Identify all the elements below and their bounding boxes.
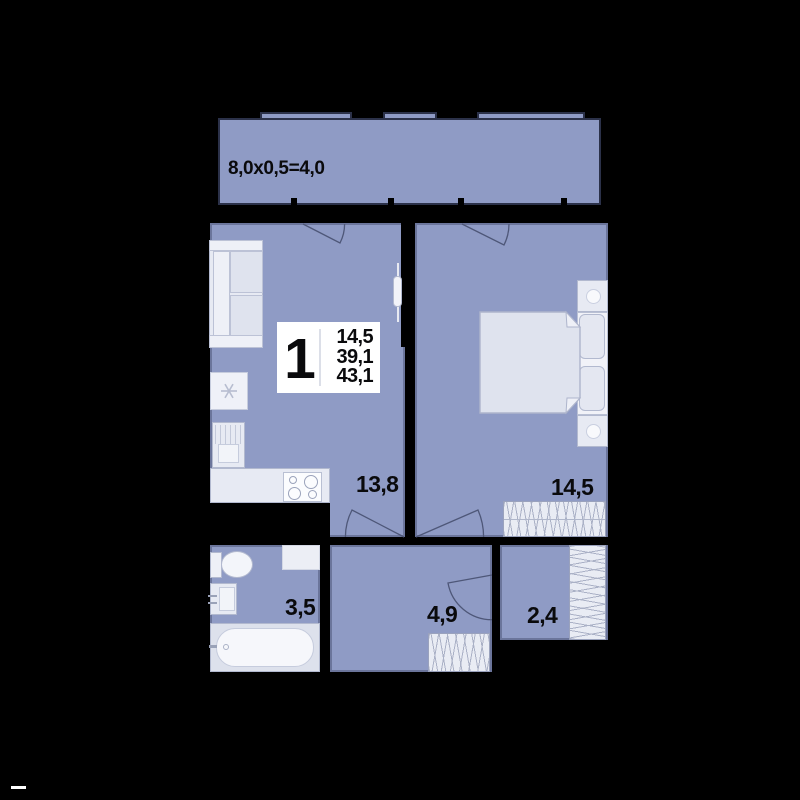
area-label-bedroom: 14,5: [551, 474, 594, 500]
sofa-cushion: [230, 251, 263, 293]
burner: [308, 490, 317, 499]
burner: [288, 487, 301, 500]
burner: [289, 476, 297, 484]
wardrobe-bedroom: [503, 501, 606, 537]
info-divider: [319, 329, 321, 386]
sofa-armrest: [209, 335, 263, 348]
burner: [304, 475, 318, 489]
sink-basin: [219, 587, 235, 611]
balcony-dimension-label: 8,0x0,5=4,0: [228, 158, 325, 179]
nightstand: [577, 415, 608, 447]
stove: [283, 472, 322, 502]
total-area-value: 43,1: [336, 365, 373, 387]
sofa-cushion: [230, 295, 263, 336]
room-count: 1: [284, 327, 316, 391]
radiator: [393, 276, 402, 307]
glazing-notch: [388, 198, 394, 205]
lamp: [586, 289, 601, 304]
living-area-value: 14,5: [336, 326, 373, 348]
area-label-living-kitchen: 13,8: [356, 471, 399, 497]
area-label-closet: 2,4: [527, 602, 558, 628]
sofa-backrest: [213, 251, 230, 336]
nightstand: [577, 280, 608, 312]
lamp: [586, 424, 601, 439]
balcony-glazing-segment: [383, 112, 437, 122]
pillow: [579, 366, 605, 411]
apartment-area-value: 39,1: [336, 345, 373, 368]
sofa: [209, 240, 263, 348]
balcony-glazing-segment: [260, 112, 352, 122]
kitchen-sink: [218, 444, 239, 463]
pillow: [579, 314, 605, 359]
wardrobe-closet: [569, 545, 606, 640]
faucet: [208, 602, 217, 604]
toilet-bowl: [221, 551, 253, 578]
wardrobe-divider: [504, 519, 605, 520]
area-label-bathroom: 3,5: [285, 594, 316, 620]
scale-tick: [11, 786, 26, 789]
refrigerator: [210, 372, 248, 410]
balcony: [218, 118, 601, 205]
faucet: [208, 595, 217, 597]
glazing-notch: [291, 198, 297, 205]
sofa-armrest: [209, 240, 263, 251]
unit-info-box: 1 14,5 39,1 43,1: [277, 322, 380, 393]
glazing-notch: [561, 198, 567, 205]
bathtub: [209, 623, 320, 672]
balcony-glazing-segment: [477, 112, 585, 122]
area-label-hallway: 4,9: [427, 601, 458, 627]
wardrobe-hallway: [428, 633, 490, 672]
washing-machine: [282, 545, 320, 570]
faucet: [209, 645, 217, 648]
kitchen-sink-cabinet: [212, 422, 245, 468]
drain: [223, 644, 229, 650]
glazing-notch: [458, 198, 464, 205]
bathroom-sink: [208, 583, 237, 615]
bathtub-basin: [216, 628, 314, 667]
dish-rack: [215, 425, 243, 444]
